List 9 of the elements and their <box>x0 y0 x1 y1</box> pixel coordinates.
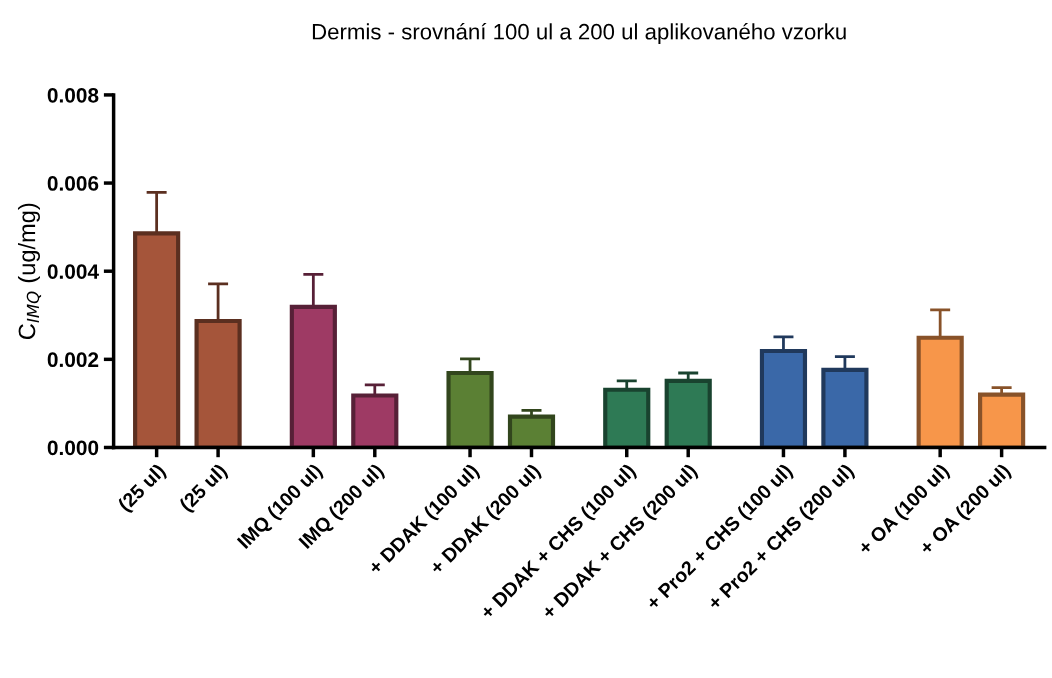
y-tick-label: 0.006 <box>47 176 99 191</box>
y-tick-label: 0.002 <box>47 352 99 368</box>
y-tick-label: 0.004 <box>47 264 99 279</box>
x-tick-label: (25 ul) <box>116 462 169 515</box>
y-axis-title: C$_{IMQ}$ (ug/mg) <box>17 203 42 340</box>
x-tick-label: (25 ul) <box>178 462 231 515</box>
y-tick-label: 0.008 <box>47 87 99 103</box>
chart-title: Dermis - srovnání 100 ul a 200 ul aplikovaného vzorku <box>312 23 846 44</box>
y-tick-label: 0.000 <box>47 440 99 456</box>
